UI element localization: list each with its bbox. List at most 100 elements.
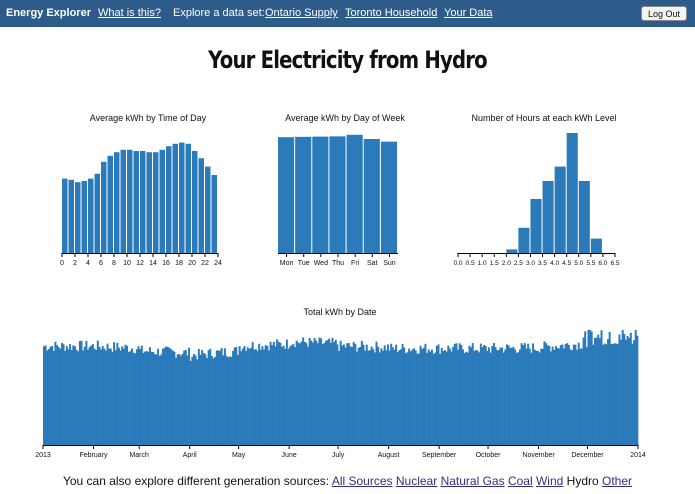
daily-bar	[424, 343, 427, 445]
daily-bar	[220, 348, 223, 445]
daily-bar	[351, 347, 354, 445]
daily-bar	[416, 353, 419, 445]
daily-bar	[455, 343, 458, 445]
daily-bar	[427, 349, 430, 445]
x-tick-label: Thu	[332, 260, 344, 267]
daily-bar	[623, 333, 626, 445]
daily-bar	[564, 344, 567, 445]
daily-bar	[271, 345, 274, 445]
x-tick-label: 20	[188, 260, 196, 267]
daily-bar	[43, 346, 45, 445]
daily-bar	[611, 344, 614, 445]
daily-bar	[137, 346, 140, 445]
daily-bar	[473, 350, 476, 445]
daily-bar	[124, 344, 127, 445]
daily-bar	[328, 338, 331, 445]
top-navbar: Energy Explorer What is this? Explore a …	[0, 0, 695, 27]
daily-bar	[289, 346, 292, 445]
daily-bar	[297, 342, 300, 445]
daily-bar	[494, 347, 497, 445]
daily-bar	[386, 344, 389, 445]
day-of-week-bar	[329, 136, 346, 253]
day-of-week-bar	[346, 134, 363, 253]
daily-bar	[444, 350, 446, 445]
daily-bar	[344, 347, 347, 445]
daily-bar	[360, 340, 363, 445]
daily-bar	[563, 348, 565, 445]
daily-bar	[628, 337, 631, 445]
daily-bar	[166, 347, 169, 445]
daily-bar	[393, 349, 396, 445]
daily-bar	[567, 344, 570, 445]
daily-bar	[355, 351, 358, 445]
source-link-coal[interactable]: Coal	[507, 474, 533, 488]
source-link-nuclear[interactable]: Nuclear	[395, 474, 438, 488]
daily-bar	[509, 347, 512, 445]
dataset-link-ontario-supply[interactable]: Ontario Supply	[265, 7, 338, 19]
daily-bar	[72, 345, 75, 445]
daily-bar	[419, 345, 422, 445]
daily-bar	[512, 346, 515, 445]
time-of-day-bar	[159, 149, 165, 253]
time-of-day-bar	[140, 151, 146, 253]
daily-bar	[106, 343, 109, 445]
x-tick-label: 2.5	[514, 260, 523, 267]
dataset-link-toronto-household[interactable]: Toronto Household	[345, 7, 438, 19]
daily-bar	[310, 340, 313, 445]
daily-bar	[75, 349, 78, 445]
x-tick-label: 10	[123, 260, 131, 267]
daily-bar	[250, 347, 253, 445]
x-tick-label: December	[571, 452, 604, 459]
daily-bar	[391, 347, 394, 445]
daily-bar	[98, 346, 101, 445]
daily-bar	[626, 335, 629, 445]
daily-bar	[471, 343, 474, 445]
source-link-all-sources[interactable]: All Sources	[331, 474, 393, 488]
daily-bar	[421, 348, 424, 445]
daily-bar	[417, 353, 420, 445]
dataset-link-your-data[interactable]: Your Data	[444, 7, 493, 19]
source-link-natural-gas[interactable]: Natural Gas	[440, 474, 505, 488]
daily-bar	[302, 337, 305, 445]
daily-bar	[113, 342, 116, 445]
daily-bar	[103, 348, 106, 445]
source-link-other[interactable]: Other	[602, 474, 633, 488]
daily-bar	[458, 343, 461, 445]
daily-bar	[517, 352, 520, 445]
daily-bar	[152, 351, 155, 445]
daily-bar	[101, 345, 104, 445]
x-tick-label: 3.0	[526, 260, 535, 267]
daily-bar	[474, 350, 477, 445]
daily-bar	[119, 350, 122, 445]
daily-bar	[352, 342, 355, 445]
what-is-this-link[interactable]: What is this?	[98, 7, 161, 19]
x-tick-label: 6	[99, 260, 103, 267]
daily-bar	[114, 350, 117, 445]
x-tick-label: 14	[149, 260, 157, 267]
time-of-day-bar	[62, 178, 68, 253]
brand-title[interactable]: Energy Explorer	[6, 7, 91, 19]
x-tick-label: August	[378, 452, 400, 459]
x-tick-label: 2013	[35, 452, 51, 459]
daily-bar	[170, 349, 173, 445]
time-of-day-bar	[94, 173, 100, 253]
time-of-day-bar	[81, 181, 87, 253]
daily-bar	[318, 337, 321, 445]
source-link-wind[interactable]: Wind	[535, 474, 564, 488]
logout-button[interactable]: Log Out	[640, 6, 687, 21]
x-tick-label: 3.5	[538, 260, 547, 267]
daily-bar	[83, 346, 86, 445]
daily-bar	[298, 343, 301, 445]
time-of-day-bar	[205, 166, 211, 253]
daily-bar	[80, 340, 83, 445]
daily-bar	[501, 347, 504, 445]
daily-bar	[532, 343, 535, 445]
daily-bar	[468, 345, 471, 445]
daily-bar	[135, 349, 138, 445]
daily-bar	[202, 353, 205, 445]
daily-bar	[554, 346, 557, 445]
daily-bar	[46, 350, 49, 445]
daily-bar	[576, 349, 579, 445]
daily-bar	[181, 353, 184, 445]
daily-bar	[236, 354, 239, 445]
